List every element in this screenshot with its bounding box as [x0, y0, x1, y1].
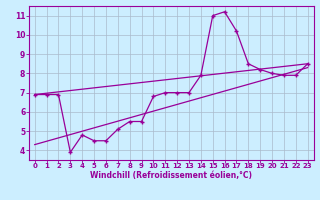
- X-axis label: Windchill (Refroidissement éolien,°C): Windchill (Refroidissement éolien,°C): [90, 171, 252, 180]
